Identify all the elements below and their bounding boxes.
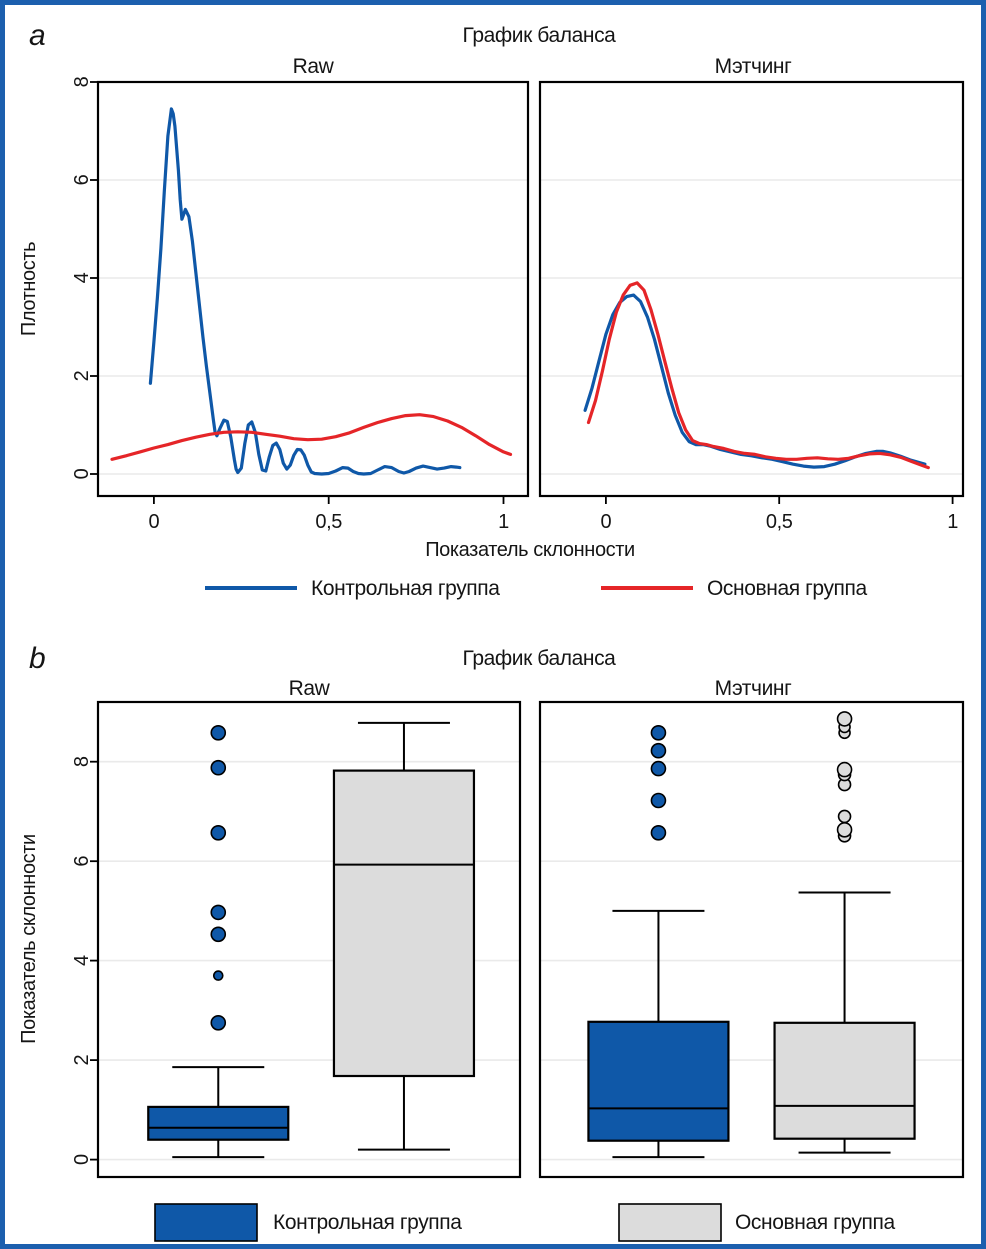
outlier-point bbox=[210, 725, 227, 741]
y-tick-label: 2 bbox=[71, 370, 93, 381]
box bbox=[147, 1105, 290, 1141]
panel-a-legend: Контрольная группа Основная группа bbox=[205, 577, 868, 600]
panel-a-density: a График баланса Raw Мэтчинг 0 0,5 102468 … bbox=[18, 19, 965, 600]
panel-b-label: b bbox=[29, 642, 45, 675]
panel-b-ylabel: Показатель склонности bbox=[18, 834, 40, 1044]
panel-b-title: График баланса bbox=[463, 647, 617, 670]
outlier-point bbox=[650, 760, 667, 777]
outlier-point bbox=[210, 926, 227, 943]
box bbox=[332, 769, 476, 1078]
y-tick-label: 6 bbox=[71, 856, 93, 867]
density-subplot-matching: 0 0,5 1 bbox=[538, 80, 965, 533]
y-tick-label: 4 bbox=[71, 955, 93, 966]
panel-b-legend: Контрольная группа Основная группа bbox=[154, 1203, 896, 1242]
subplot-a-matching-title: Мэтчинг bbox=[715, 55, 792, 78]
box bbox=[587, 1020, 730, 1142]
outlier-point bbox=[836, 711, 853, 727]
legend-control-swatch bbox=[154, 1203, 258, 1242]
y-tick-label: 8 bbox=[71, 756, 93, 767]
outlier-point bbox=[650, 792, 667, 809]
outlier-point bbox=[210, 904, 227, 921]
box-subplot-matching bbox=[538, 700, 965, 1179]
y-tick-label: 8 bbox=[71, 76, 93, 87]
x-tick-label: 0,5 bbox=[766, 511, 793, 533]
panel-a-title: График баланса bbox=[463, 24, 617, 47]
legend-treated-label-b: Основная группа bbox=[735, 1211, 895, 1234]
panel-a-xlabel: Показатель склонности bbox=[425, 539, 635, 561]
x-tick-label: 0,5 bbox=[315, 511, 342, 533]
outlier-point bbox=[650, 725, 667, 741]
legend-control-label-b: Контрольная группа bbox=[273, 1211, 462, 1234]
plot-frame bbox=[96, 80, 530, 498]
y-tick-label: 2 bbox=[71, 1054, 93, 1065]
outlier-point bbox=[837, 809, 852, 824]
y-tick-label: 0 bbox=[71, 468, 93, 479]
density-curve bbox=[586, 281, 930, 470]
outlier-point bbox=[836, 761, 853, 778]
y-tick-label: 0 bbox=[71, 1154, 93, 1165]
outlier-point bbox=[210, 825, 227, 841]
legend-treated-swatch bbox=[618, 1203, 722, 1242]
outlier-point bbox=[836, 822, 853, 838]
density-subplot-raw: 0 0,5 1 0 2 4 6 8 bbox=[71, 76, 530, 533]
outlier-point bbox=[650, 742, 667, 759]
outlier-point bbox=[650, 825, 667, 841]
x-tick-label: 1 bbox=[947, 511, 958, 533]
subplot-b-raw-title: Raw bbox=[289, 677, 331, 700]
legend-treated-label: Основная группа bbox=[707, 577, 867, 600]
panel-b-boxplot: b График баланса Raw Мэтчинг 0 2 4 6 8 Показ… bbox=[18, 642, 965, 1242]
subplot-b-matching-title: Мэтчинг bbox=[715, 677, 792, 700]
x-tick-label: 0 bbox=[601, 511, 612, 533]
outlier-point bbox=[210, 1014, 227, 1031]
density-curve bbox=[148, 107, 462, 476]
subplot-a-raw-title: Raw bbox=[293, 55, 335, 78]
x-tick-label: 1 bbox=[498, 511, 509, 533]
x-tick-label: 0 bbox=[149, 511, 160, 533]
panel-a-ylabel: Плотность bbox=[18, 242, 40, 336]
box-subplot-raw: 0 2 4 6 8 bbox=[71, 700, 522, 1179]
panel-a-label: a bbox=[29, 19, 45, 52]
outlier-point bbox=[210, 759, 227, 776]
legend-control-label: Контрольная группа bbox=[311, 577, 500, 600]
plot-frame bbox=[538, 700, 965, 1179]
outlier-point bbox=[212, 970, 224, 981]
plot-frame bbox=[538, 80, 965, 498]
y-tick-label: 4 bbox=[71, 272, 93, 283]
plot-frame bbox=[96, 700, 522, 1179]
box bbox=[773, 1021, 916, 1140]
density-curve bbox=[110, 413, 513, 461]
density-curve bbox=[583, 293, 927, 469]
y-tick-label: 6 bbox=[71, 174, 93, 185]
